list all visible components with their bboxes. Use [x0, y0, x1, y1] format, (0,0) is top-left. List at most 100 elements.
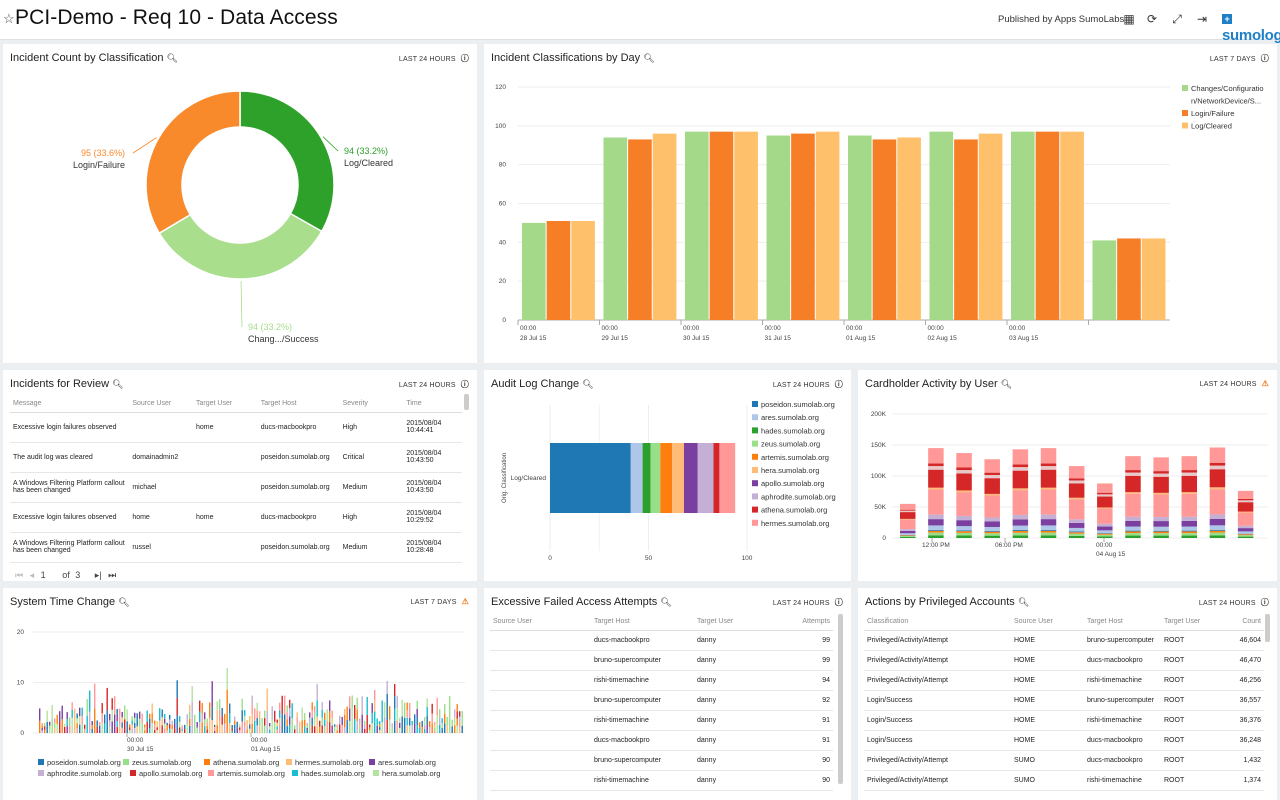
table-row[interactable]: Login/Success HOME bruno-supercomputer ROOT…	[864, 690, 1264, 711]
bar-segment	[326, 709, 328, 722]
table-row[interactable]: ducs-macbookpro danny 99	[490, 630, 833, 651]
column-header[interactable]: Source User	[490, 614, 591, 631]
column-header[interactable]: Severity	[339, 396, 404, 413]
table-row[interactable]: A Windows Filtering Platform callout has…	[10, 472, 462, 503]
bar-segment	[261, 718, 263, 726]
bar-segment	[900, 510, 916, 513]
bar-segment	[176, 715, 178, 733]
warning-icon[interactable]: ⚠	[461, 597, 469, 606]
table-row[interactable]: Privileged/Activity/Attempt HOME rishi-tim…	[864, 670, 1264, 691]
table-row[interactable]: bruno-supercomputer danny 90	[490, 750, 833, 771]
bar-segment	[286, 712, 288, 720]
search-icon[interactable]: 🔍︎	[582, 379, 594, 389]
bar-segment	[459, 727, 461, 733]
refresh-icon[interactable]: ⟳	[1146, 12, 1158, 26]
bar-segment	[441, 723, 443, 729]
table-cell: HOME	[1011, 690, 1084, 711]
table-row[interactable]: bruno-supercomputer danny 99	[490, 650, 833, 671]
column-header[interactable]: Target Host	[591, 614, 694, 631]
page-number[interactable]: 1	[40, 570, 46, 580]
fullscreen-icon[interactable]: ⤢	[1172, 12, 1182, 26]
table-row[interactable]: rishi-timemachine danny 90	[490, 770, 833, 791]
last-page-icon[interactable]: ⏭	[108, 570, 117, 580]
table-row[interactable]: ducs-macbookpro danny 91	[490, 730, 833, 751]
bar-segment	[71, 709, 73, 718]
search-icon[interactable]: 🔍︎	[166, 53, 178, 63]
legend-label: poseidon.sumolab.org	[761, 400, 835, 409]
column-header[interactable]: Time	[403, 396, 462, 413]
table-row[interactable]: Login/Success HOME ducs-macbookpro ROOT 36,2…	[864, 730, 1264, 751]
x-tick: 28 Jul 15	[520, 335, 547, 342]
warning-icon[interactable]: ⚠	[1261, 379, 1269, 388]
table-row[interactable]: Excessive login failures observed home duc…	[10, 412, 462, 443]
bar-segment	[426, 715, 428, 725]
column-header[interactable]: Message	[10, 396, 130, 413]
search-icon[interactable]: 🔍︎	[1017, 597, 1030, 607]
table-cell: ROOT	[1161, 730, 1225, 751]
column-header[interactable]: Attempts	[787, 614, 833, 631]
column-header[interactable]: Count	[1225, 614, 1264, 631]
info-icon[interactable]: ⓘ	[834, 380, 843, 389]
table-row[interactable]: Excessive login failures observed home hom…	[10, 502, 462, 533]
table-cell: HOME	[1011, 650, 1084, 671]
table-row[interactable]: Privileged/Activity/Attempt SUMO ducs-macb…	[864, 750, 1264, 771]
bar-segment	[984, 478, 1000, 494]
column-header[interactable]: Classification	[864, 614, 1011, 631]
search-icon[interactable]: 🔍︎	[118, 597, 130, 607]
scrollbar[interactable]	[838, 614, 843, 784]
bar-segment	[454, 717, 456, 726]
table-row[interactable]: Privileged/Activity/Attempt HOME bruno-sup…	[864, 630, 1264, 651]
bar-segment	[229, 713, 231, 724]
column-header[interactable]: Target Host	[1084, 614, 1161, 631]
info-icon[interactable]: ⓘ	[1260, 598, 1269, 607]
info-icon[interactable]: ⓘ	[834, 598, 843, 607]
bar-segment	[429, 721, 431, 728]
info-icon[interactable]: ⓘ	[1260, 54, 1269, 63]
column-header[interactable]: Target User	[193, 396, 258, 413]
table-row[interactable]: Privileged/Activity/Attempt SUMO rishi-tim…	[864, 770, 1264, 791]
table-row[interactable]: bruno-supercomputer danny 92	[490, 690, 833, 711]
info-icon[interactable]: ⓘ	[460, 54, 469, 63]
scrollbar[interactable]	[464, 394, 469, 410]
table-row[interactable]: A Windows Filtering Platform callout has…	[10, 532, 462, 563]
bar-segment	[379, 730, 381, 733]
table-row[interactable]: rishi-timemachine danny 91	[490, 710, 833, 731]
column-header[interactable]: Target User	[1161, 614, 1225, 631]
bar-segment	[446, 716, 448, 725]
column-header[interactable]: Source User	[129, 396, 194, 413]
favorite-star-icon[interactable]: ☆	[3, 11, 15, 26]
prev-page-icon[interactable]: ◂	[29, 570, 35, 580]
search-icon[interactable]: 🔍︎	[1000, 379, 1013, 389]
table-cell: 36,557	[1225, 690, 1264, 711]
table-row[interactable]: Login/Success HOME rishi-timemachine ROOT 36…	[864, 710, 1264, 731]
table-cell: Privileged/Activity/Attempt	[864, 630, 1011, 651]
schedule-icon[interactable]: ▦	[1123, 12, 1135, 26]
table-row[interactable]: rishi-timemachine danny 94	[490, 670, 833, 691]
bar-segment	[386, 706, 388, 720]
table-row[interactable]: Privileged/Activity/Attempt HOME ducs-macb…	[864, 650, 1264, 671]
bar-segment	[306, 730, 308, 733]
column-header[interactable]: Target User	[694, 614, 787, 631]
bar-segment	[1068, 480, 1085, 484]
bar-segment	[181, 725, 183, 728]
bar-segment	[214, 726, 216, 729]
table-row[interactable]: The audit log was cleared domainadmin2 pos…	[10, 442, 462, 473]
column-header[interactable]: Source User	[1011, 614, 1084, 631]
first-page-icon[interactable]: ⏮	[15, 570, 24, 580]
info-icon[interactable]: ⓘ	[460, 380, 469, 389]
bar-segment	[1209, 518, 1226, 526]
bar-segment	[66, 719, 68, 727]
bar-segment	[159, 708, 161, 721]
search-icon[interactable]: 🔍︎	[660, 597, 672, 607]
bar-segment	[454, 709, 456, 718]
scrollbar[interactable]	[1265, 614, 1270, 642]
bar-segment	[304, 719, 306, 727]
search-icon[interactable]: 🔍︎	[112, 379, 124, 389]
bar-segment	[1097, 507, 1113, 509]
next-page-icon[interactable]: ▸|	[94, 570, 102, 580]
donut-slice	[158, 212, 323, 280]
bar-segment	[1153, 457, 1169, 472]
share-icon[interactable]: ⇥	[1196, 12, 1208, 26]
column-header[interactable]: Target Host	[257, 396, 340, 413]
search-icon[interactable]: 🔍︎	[643, 53, 655, 63]
